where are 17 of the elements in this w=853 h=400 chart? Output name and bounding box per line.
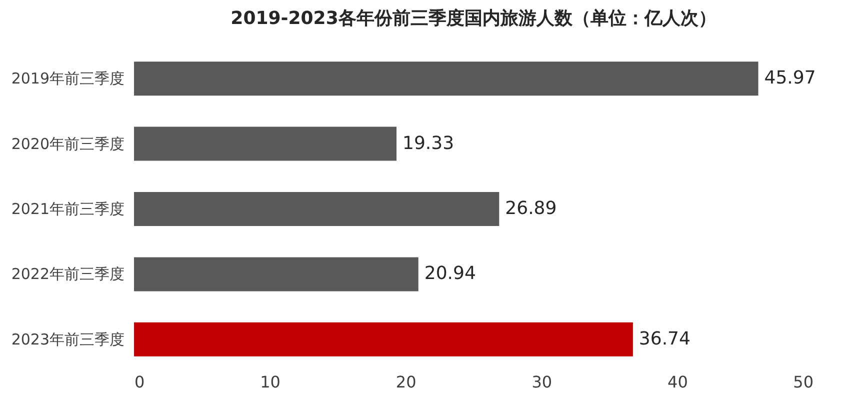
y-tick-label: 2019年前三季度 [11,70,124,88]
data-label: 36.74 [638,328,690,350]
y-tick-label: 2022年前三季度 [11,265,124,284]
data-label: 26.89 [505,198,557,219]
y-tick-label: 2023年前三季度 [11,330,124,348]
y-tick-label: 2020年前三季度 [11,134,124,153]
chart-title: 2019-2023各年份前三季度国内旅游人数（单位：亿人次） [230,8,716,29]
x-tick-label: 50 [793,372,814,392]
x-tick-label: 20 [396,372,416,392]
y-tick-label: 2021年前三季度 [11,200,124,218]
x-tick-label: 40 [668,372,688,392]
x-tick-label: 30 [532,372,552,392]
data-label: 20.94 [424,263,476,284]
data-label: 19.33 [402,132,454,154]
x-tick-label: 0 [134,372,145,392]
x-tick-label: 10 [260,372,280,392]
data-label: 45.97 [764,68,816,89]
